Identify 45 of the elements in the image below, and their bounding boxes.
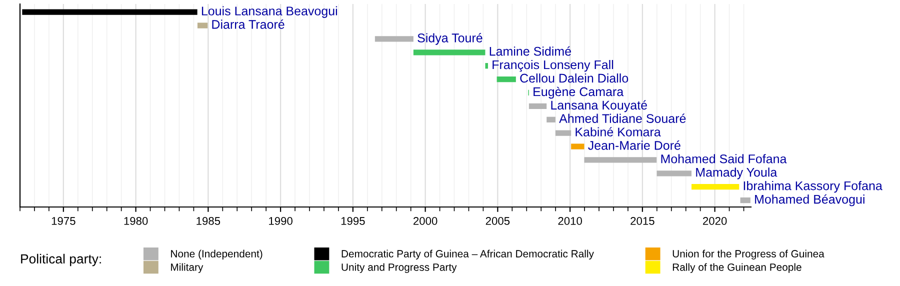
y-tick-label: François Lonseny Fall	[492, 60, 614, 72]
bar	[485, 63, 488, 69]
x-tick-label: 2010	[558, 217, 582, 225]
bar	[555, 130, 572, 136]
bar	[692, 184, 740, 190]
y-tick-label: Diarra Traoré	[212, 20, 284, 29]
x-tick-label: 1990	[269, 217, 292, 225]
bar	[584, 157, 657, 163]
y-tick-label: Louis Lansana Beavogui	[202, 6, 338, 18]
bar	[496, 76, 516, 82]
y-tick-label: Ahmed Tidiane Souaré	[559, 114, 686, 123]
bar	[656, 170, 692, 176]
bar	[197, 22, 208, 28]
x-tick-label: 2005	[486, 217, 510, 225]
y-tick-label: Ibrahima Kassory Fofana	[744, 181, 882, 193]
x-tick-label: 1995	[341, 217, 365, 225]
legend-label: None (Independent)	[171, 250, 262, 260]
y-tick-label: Lansana Kouyaté	[551, 100, 647, 112]
y-tick-label: Mamady Youla	[696, 168, 778, 180]
legend-label: Military	[171, 263, 204, 273]
y-tick-label: Mohamed Béavogui	[755, 194, 864, 206]
x-tick-label: 2015	[630, 217, 654, 225]
y-tick-label: Cellou Dalein Diallo	[520, 73, 628, 83]
x-tick-label: 1985	[196, 217, 220, 225]
y-tick-label: Sidya Touré	[418, 33, 482, 45]
legend-label: Unity and Progress Party	[342, 263, 457, 273]
x-tick-label: 2020	[703, 217, 727, 225]
x-tick-label: 1980	[124, 217, 148, 225]
bar	[571, 144, 584, 150]
bar	[374, 36, 414, 42]
y-tick-label: Kabiné Komara	[576, 127, 661, 136]
legend-title: Political party:	[21, 254, 101, 266]
bar	[413, 50, 486, 56]
legend-label: Democratic Party of Guinea – African Democratic Rally	[342, 250, 594, 260]
legend-label: Rally of the Guinean People	[672, 263, 802, 273]
bar	[740, 197, 750, 204]
bar	[528, 103, 547, 109]
y-tick-label: Jean-Marie Doré	[588, 140, 680, 150]
y-tick-label: Lamine Sidimé	[490, 46, 571, 56]
bar	[546, 116, 556, 122]
x-tick-label: 1975	[52, 217, 76, 225]
x-tick-label: 2000	[414, 217, 438, 225]
y-tick-label: Eugène Camara	[534, 86, 624, 99]
legend-label: Union for the Progress of Guinea	[672, 250, 824, 260]
y-tick-label: Mohamed Said Fofana	[661, 154, 787, 164]
